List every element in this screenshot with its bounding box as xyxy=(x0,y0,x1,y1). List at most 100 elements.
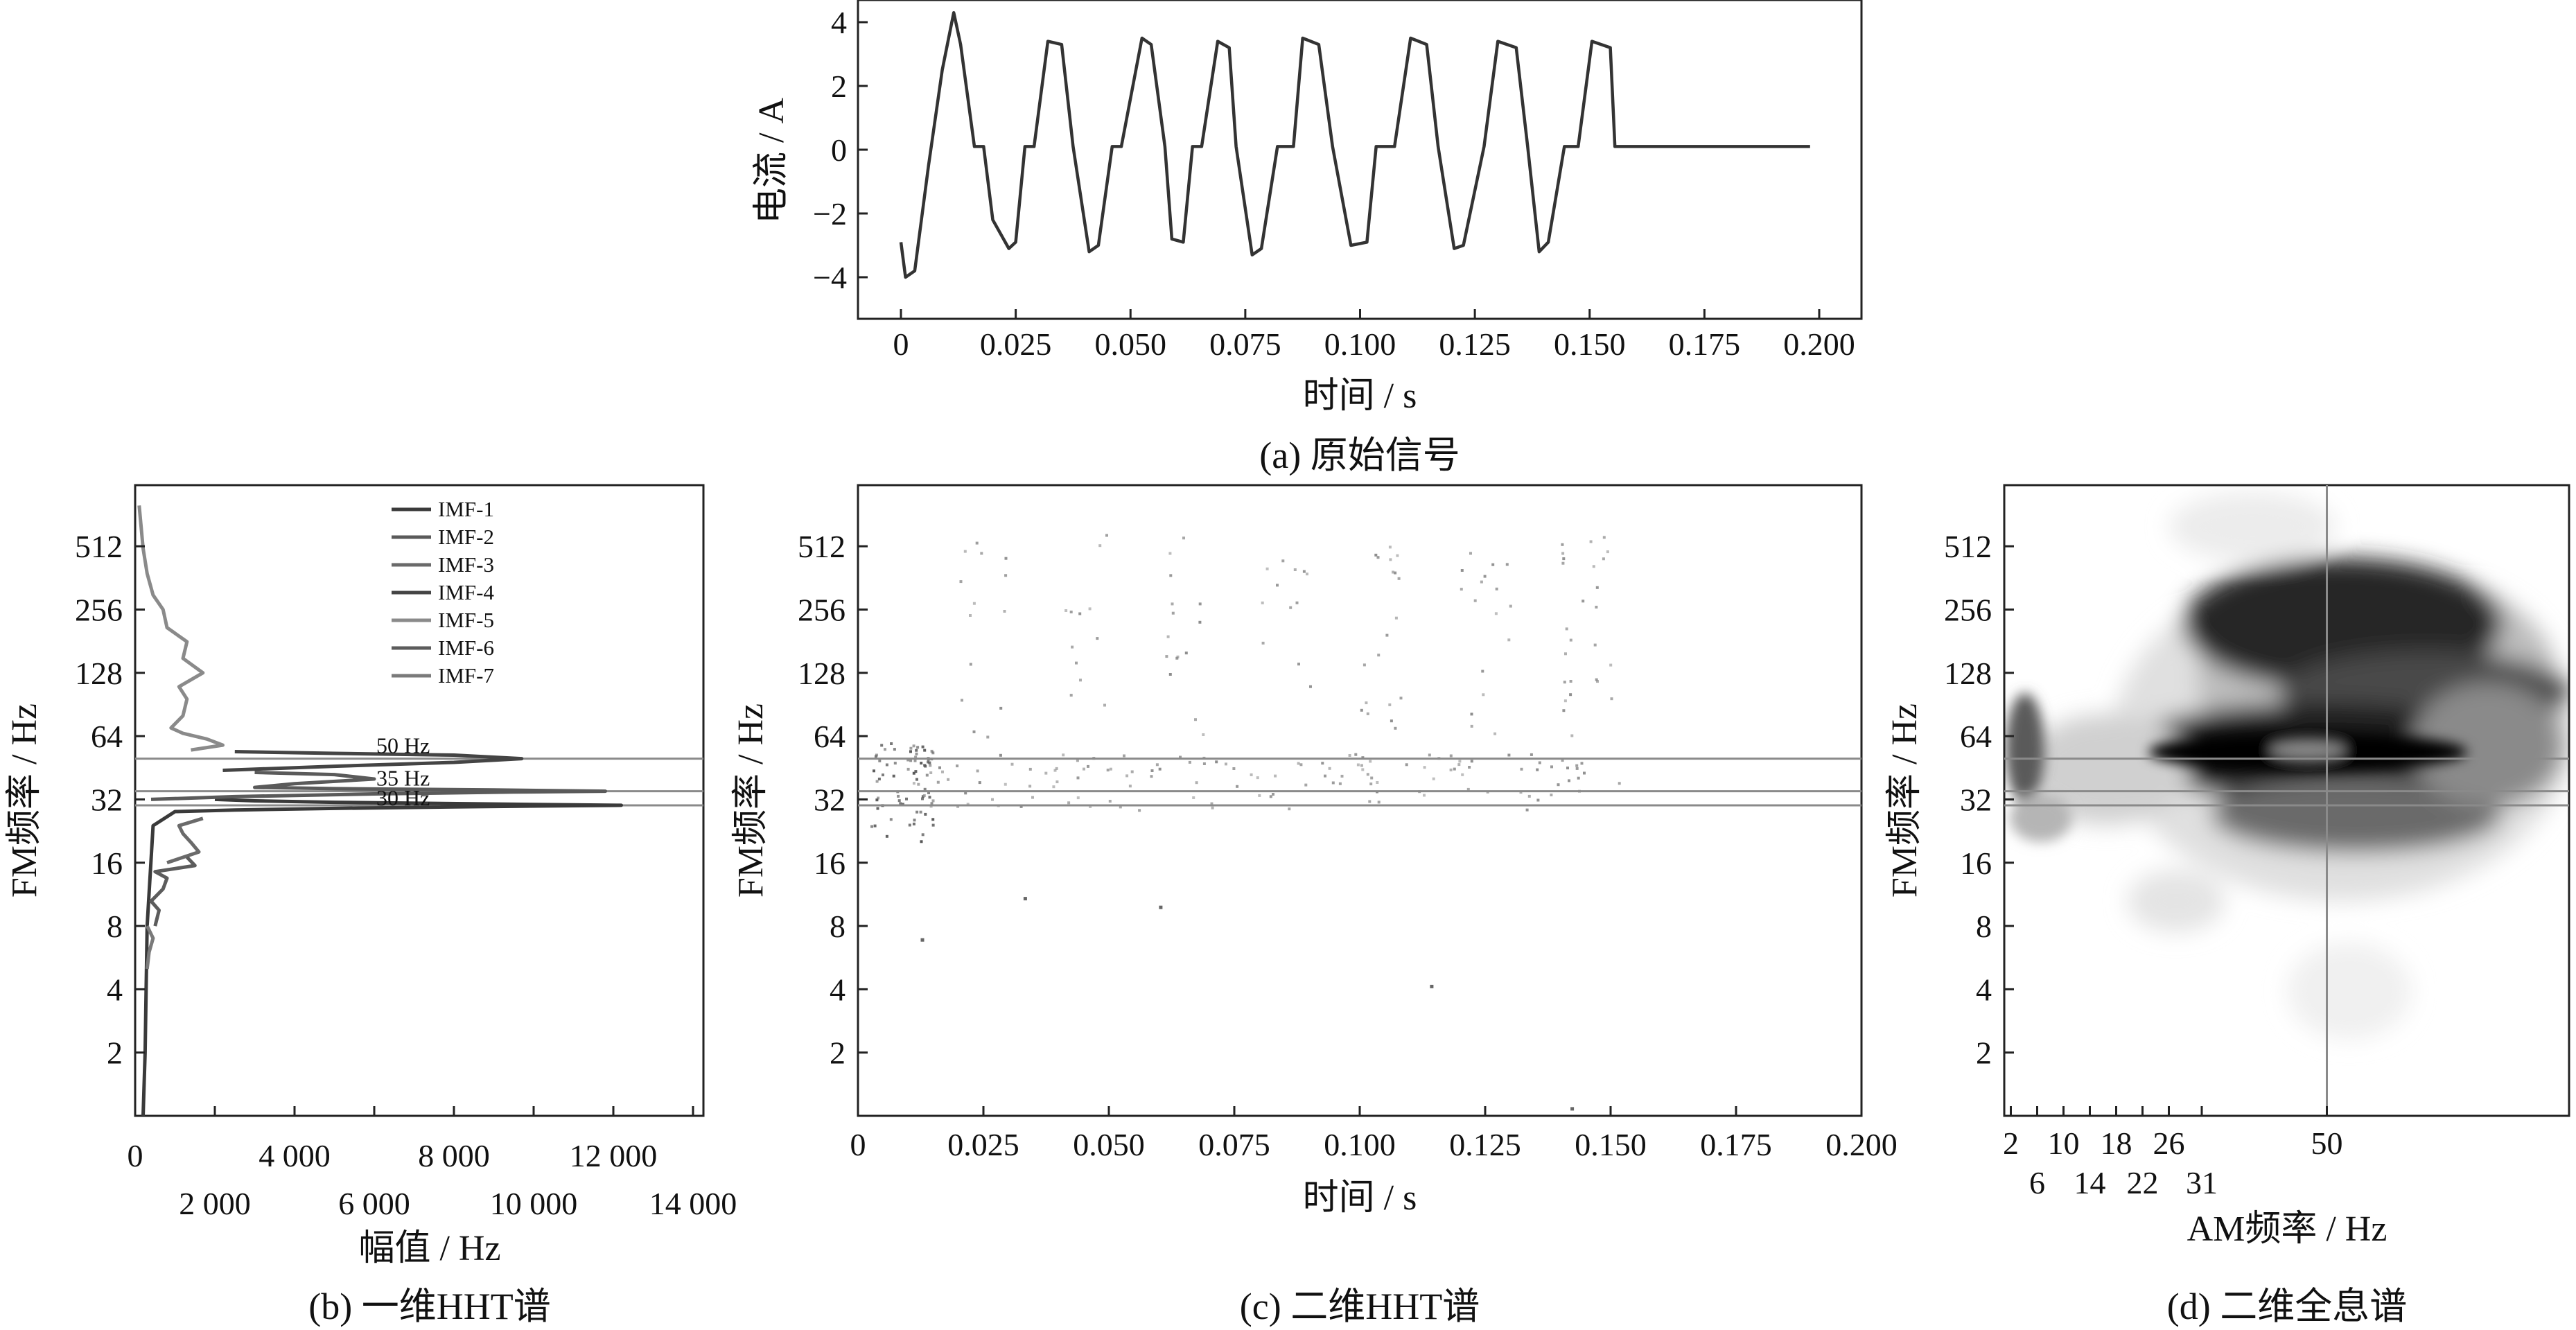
hht-point xyxy=(1449,768,1453,771)
hht-point xyxy=(1083,767,1085,771)
hht-point xyxy=(1399,697,1403,700)
x-tick-label: 2 xyxy=(2003,1126,2019,1161)
x-tick-label: 26 xyxy=(2153,1126,2185,1161)
hht-point xyxy=(873,769,875,773)
hht-point xyxy=(1365,701,1368,705)
hht-point xyxy=(1509,604,1512,608)
hht-point xyxy=(1289,606,1293,609)
x-tick-label: 0.050 xyxy=(1095,326,1167,362)
hht-point xyxy=(956,764,959,768)
hht-point xyxy=(875,780,879,783)
hht-point xyxy=(1088,607,1092,611)
panel-b-frame xyxy=(134,484,705,1117)
hht-point xyxy=(1557,783,1560,787)
hht-point xyxy=(975,541,979,545)
hht-point xyxy=(1520,767,1523,771)
hht-point xyxy=(1396,554,1399,557)
hht-point xyxy=(875,753,878,757)
panel-d-x-ticks: 2 10 18 26 50 6 14 22 31 xyxy=(2003,1106,2343,1200)
hht-point xyxy=(880,744,884,747)
y-tick-label: 256 xyxy=(75,593,123,628)
hht-point xyxy=(1609,663,1613,667)
hht-point xyxy=(914,755,918,759)
hht-point xyxy=(1363,663,1366,667)
hht-point xyxy=(1369,760,1372,763)
hht-point xyxy=(1299,763,1303,767)
frequency-annotation: 35 Hz xyxy=(376,766,430,791)
hht-point xyxy=(1366,712,1369,715)
hht-point xyxy=(1595,586,1599,589)
x-tick-label: 0.125 xyxy=(1439,326,1511,362)
hht-point xyxy=(1079,679,1082,682)
hht-point xyxy=(1087,764,1089,768)
hht-point xyxy=(877,796,880,800)
hht-point xyxy=(913,819,916,822)
hht-point xyxy=(1150,775,1153,778)
y-tick-label: 64 xyxy=(91,719,123,754)
hht-point xyxy=(892,774,895,778)
hht-point xyxy=(1570,734,1574,737)
x-tick-label: 0.125 xyxy=(1449,1127,1521,1162)
heat-blob xyxy=(2169,492,2336,561)
x-tick-label: 8 000 xyxy=(418,1138,490,1173)
hht-point xyxy=(1569,680,1572,683)
hht-point xyxy=(1570,1107,1575,1111)
hht-point xyxy=(1575,767,1579,770)
panel-a-x-ticks: 0 0.025 0.050 0.075 0.100 0.125 0.150 0.175 0.20… xyxy=(893,309,1855,362)
hht-point xyxy=(1028,767,1032,771)
hht-point xyxy=(909,750,912,753)
hht-point xyxy=(1354,753,1358,756)
hht-point xyxy=(901,803,904,806)
hht-point xyxy=(1067,801,1071,805)
hht-point xyxy=(925,773,929,777)
imf-curve xyxy=(150,771,607,801)
hht-point xyxy=(1202,762,1206,765)
hht-point xyxy=(1392,570,1394,574)
hht-point xyxy=(899,802,902,805)
hht-point xyxy=(1176,655,1180,658)
hht-point xyxy=(1328,767,1331,770)
hht-point xyxy=(1466,787,1470,791)
hht-point xyxy=(959,580,963,584)
hht-point xyxy=(927,791,930,794)
hht-point xyxy=(912,822,915,825)
hht-point xyxy=(914,770,918,773)
hht-point xyxy=(1563,681,1566,684)
x-tick-label: 14 xyxy=(2074,1165,2106,1200)
x-tick-label: 4 000 xyxy=(259,1138,331,1173)
y-tick-label: 8 xyxy=(1976,909,1992,944)
hht-point xyxy=(1138,809,1141,812)
hht-point xyxy=(1119,805,1122,809)
hht-point xyxy=(1028,785,1032,788)
hht-point xyxy=(1052,785,1055,789)
x-tick-label: 0.200 xyxy=(1825,1127,1898,1162)
hht-point xyxy=(1297,663,1300,666)
imf-curve xyxy=(145,925,155,970)
hht-point xyxy=(1491,563,1495,566)
hht-point xyxy=(936,780,940,784)
hht-point xyxy=(1368,800,1372,803)
hht-point xyxy=(1019,805,1023,808)
hht-point xyxy=(920,840,923,843)
hht-point xyxy=(1179,755,1182,759)
hht-point xyxy=(1128,785,1132,788)
hht-point xyxy=(1610,697,1613,701)
hht-point xyxy=(912,771,915,775)
hht-point xyxy=(976,769,979,773)
legend-label: IMF-4 xyxy=(438,580,494,604)
hht-point xyxy=(1480,580,1483,584)
hht-point xyxy=(922,794,926,797)
hht-point xyxy=(1169,574,1173,577)
hht-point xyxy=(1397,577,1401,580)
hht-point xyxy=(909,759,913,762)
y-tick-label: −4 xyxy=(813,260,847,295)
hht-point xyxy=(1295,601,1299,604)
hht-point xyxy=(1564,652,1567,656)
hht-point xyxy=(1577,776,1580,780)
hht-point xyxy=(1293,568,1297,571)
hht-point xyxy=(877,778,881,780)
hht-point xyxy=(1261,641,1265,645)
hht-point xyxy=(1108,800,1112,803)
hht-point xyxy=(1306,572,1308,576)
hht-point xyxy=(1276,584,1279,587)
